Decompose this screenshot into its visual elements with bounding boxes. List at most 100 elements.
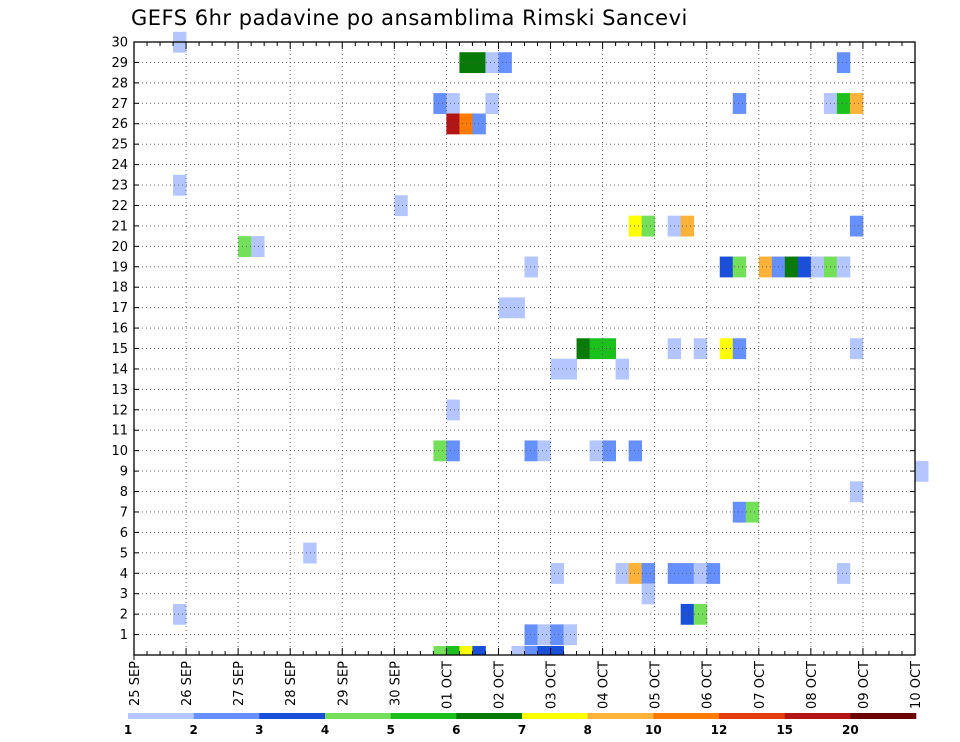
- y-tick-label: 10: [111, 444, 128, 459]
- precip-cell: [641, 583, 656, 605]
- colorbar-segment: [719, 713, 785, 719]
- precip-cell: [524, 440, 538, 462]
- precip-cell: [498, 52, 512, 74]
- y-tick-label: 13: [111, 383, 128, 398]
- precip-cell: [602, 338, 617, 360]
- colorbar-segment: [784, 713, 851, 719]
- y-tick-label: 1: [120, 628, 128, 643]
- precip-cell: [680, 215, 695, 237]
- y-tick-label: 14: [111, 362, 128, 377]
- colorbar-segment: [456, 713, 523, 719]
- x-tick-label: 03 OCT: [545, 661, 560, 709]
- precip-cell: [511, 646, 525, 656]
- precip-cell: [849, 215, 864, 237]
- precip-cell: [732, 93, 747, 114]
- colorbar-segment: [850, 713, 917, 719]
- x-tick-label: 30 SEP: [388, 661, 403, 706]
- x-tick-label: 10 OCT: [909, 661, 924, 709]
- precip-cell: [303, 542, 317, 564]
- precip-cell: [485, 93, 499, 114]
- chart-title: GEFS 6hr padavine po ansamblima Rimski S…: [131, 6, 688, 30]
- colorbar-label: 15: [776, 723, 793, 737]
- precip-cell: [810, 256, 825, 278]
- colorbar-label: 10: [645, 723, 662, 737]
- precip-cell: [849, 93, 864, 114]
- colorbar-layer: 1 2 3 4 5 6 7 8 10 12 15 20: [124, 713, 917, 737]
- y-tick-label: 7: [120, 505, 128, 520]
- precip-cell: [784, 256, 799, 278]
- colorbar-label: 5: [386, 723, 394, 737]
- precip-cell: [446, 113, 460, 135]
- precip-cell: [732, 338, 747, 360]
- colorbar-segment: [587, 713, 654, 719]
- precip-cell: [446, 399, 460, 421]
- y-tick-label: 5: [120, 546, 128, 561]
- x-tick-label: 04 OCT: [597, 661, 612, 709]
- y-tick-label: 18: [111, 281, 128, 296]
- precip-cell: [693, 563, 708, 584]
- grid-layer: [134, 42, 915, 655]
- precip-cell: [915, 460, 929, 482]
- y-tick-label: 19: [111, 260, 128, 275]
- precip-cell: [485, 52, 499, 74]
- precip-cell: [550, 563, 564, 584]
- y-tick-label: 22: [111, 199, 128, 214]
- x-tick-label: 02 OCT: [492, 661, 507, 709]
- y-tick-label: 3: [120, 587, 128, 602]
- precip-cell: [238, 236, 252, 257]
- y-tick-label: 24: [111, 158, 128, 173]
- y-tick-label: 25: [111, 138, 128, 153]
- y-tick-label: 26: [111, 117, 128, 132]
- precip-cell: [836, 52, 851, 74]
- y-tick-label: 11: [111, 424, 128, 439]
- y-tick-label: 28: [111, 76, 128, 91]
- precip-cell: [732, 256, 747, 278]
- y-tick-label: 12: [111, 403, 128, 418]
- x-tick-label: 06 OCT: [701, 661, 716, 709]
- precip-cell: [758, 256, 773, 278]
- cells-layer: [173, 31, 929, 656]
- precip-cell: [446, 646, 460, 656]
- precip-cell: [433, 93, 447, 114]
- colorbar-segment: [193, 713, 260, 719]
- y-tick-label: 2: [120, 608, 128, 623]
- precip-cell: [537, 624, 551, 646]
- x-tick-label: 07 OCT: [753, 661, 768, 709]
- precip-cell: [537, 646, 551, 656]
- colorbar-label: 3: [255, 723, 263, 737]
- precip-cell: [797, 256, 812, 278]
- precip-cell: [628, 215, 643, 237]
- precip-cell: [446, 93, 460, 114]
- x-tick-label: 25 SEP: [128, 661, 143, 706]
- colorbar-segment: [259, 713, 326, 719]
- precip-cell: [589, 338, 603, 360]
- precip-cell: [641, 215, 656, 237]
- precip-cell: [173, 174, 187, 196]
- precip-cell: [680, 603, 695, 625]
- colorbar-label: 12: [711, 723, 728, 737]
- colorbar-label: 7: [518, 723, 526, 737]
- precip-cell: [628, 563, 643, 584]
- precip-cell: [550, 624, 564, 646]
- colorbar-segment: [128, 713, 194, 719]
- y-tick-label: 30: [111, 36, 128, 51]
- colorbar-segment: [325, 713, 391, 719]
- precip-cell: [472, 646, 486, 656]
- precip-cell: [459, 646, 473, 656]
- y-tick-label: 15: [111, 342, 128, 357]
- precip-cell: [706, 563, 721, 584]
- x-tick-label: 26 SEP: [180, 661, 195, 706]
- y-tick-label: 20: [111, 240, 128, 255]
- colorbar-label: 1: [124, 723, 132, 737]
- precip-cell: [251, 236, 265, 257]
- precip-cell: [602, 440, 617, 462]
- precip-cell: [433, 440, 447, 462]
- precip-cell: [732, 501, 747, 523]
- precip-cell: [472, 113, 486, 135]
- precip-cell: [394, 195, 408, 217]
- precip-cell: [524, 646, 538, 656]
- precip-cell: [836, 563, 851, 584]
- x-tick-label: 29 SEP: [336, 661, 351, 706]
- precip-cell: [641, 563, 656, 584]
